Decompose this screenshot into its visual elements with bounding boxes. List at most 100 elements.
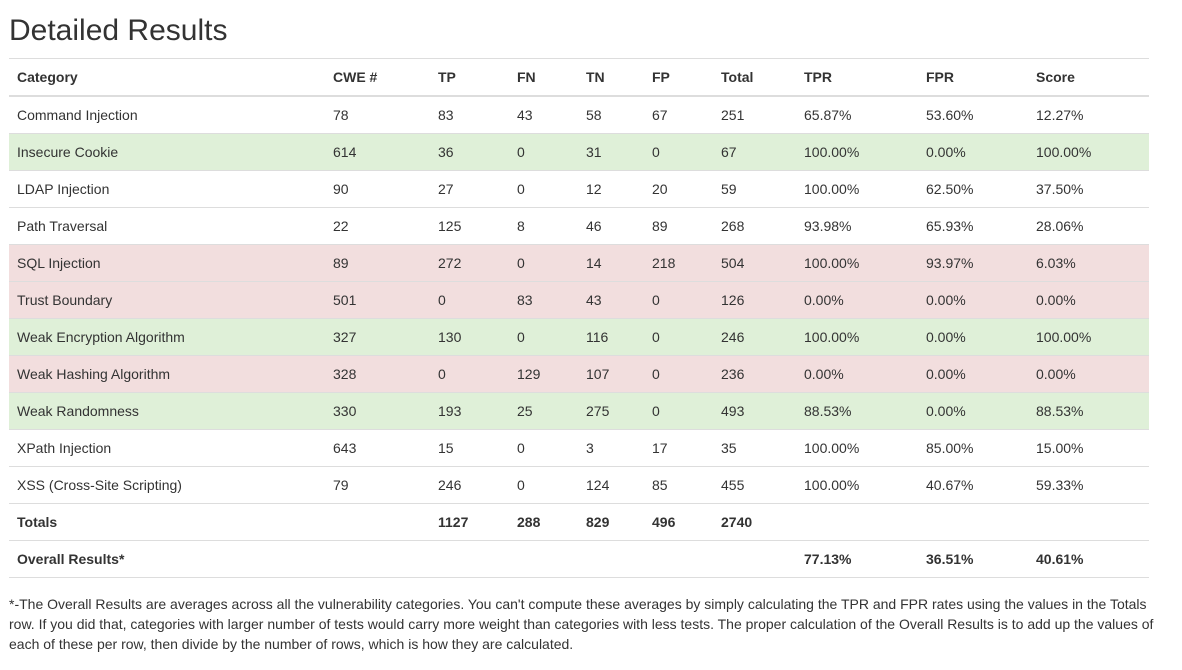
table-cell: 65.87% [796,96,918,134]
table-cell: 193 [430,392,509,430]
category-cell: Path Traversal [9,207,325,245]
table-cell: 28.06% [1028,207,1149,245]
table-cell: 0 [430,355,509,393]
table-cell: 58 [578,96,644,134]
table-row: XSS (Cross-Site Scripting) 79 246 0 124 85 455… [9,466,1149,504]
table-cell: 62.50% [918,170,1028,208]
table-cell: 14 [578,244,644,282]
table-cell: 53.60% [918,96,1028,134]
table-cell: 129 [509,355,578,393]
table-cell [796,503,918,541]
table-row: LDAP Injection 90 27 0 12 20 59 100.00% 62.50% 37… [9,170,1149,208]
table-cell: 0 [644,281,713,319]
table-cell: 85.00% [918,429,1028,467]
table-row: Trust Boundary 501 0 83 43 0 126 0.00% 0.00% 0.00… [9,281,1149,319]
table-cell: 0 [509,170,578,208]
table-cell: 107 [578,355,644,393]
table-cell: 246 [430,466,509,504]
table-cell: 89 [644,207,713,245]
results-page: Detailed Results Category CWE # TP FN TN FP To… [9,0,1153,668]
table-cell: 2740 [713,503,796,541]
table-cell: 0.00% [918,318,1028,356]
column-header: TPR [796,58,918,97]
table-cell: 90 [325,170,430,208]
page-title: Detailed Results [9,14,228,47]
table-cell [918,503,1028,541]
overall-results-row: Overall Results* 77.13% 36.51% 40.61% [9,540,1149,578]
category-cell: Weak Randomness [9,392,325,430]
table-cell: 0 [644,392,713,430]
table-body: Command Injection 78 83 43 58 67 251 65.87% 53.6… [9,96,1149,578]
table-cell: 35 [713,429,796,467]
table-cell: 0 [509,133,578,171]
table-cell: 3 [578,429,644,467]
table-cell: 36 [430,133,509,171]
column-header: TP [430,58,509,97]
table-cell: 126 [713,281,796,319]
table-cell: 8 [509,207,578,245]
table-cell: 88.53% [796,392,918,430]
table-cell: 100.00% [1028,133,1149,171]
table-cell: 31 [578,133,644,171]
table-cell: 0.00% [1028,355,1149,393]
table-cell: 0 [509,244,578,282]
table-cell: 501 [325,281,430,319]
table-cell [644,540,713,578]
table-cell: 22 [325,207,430,245]
category-cell: XPath Injection [9,429,325,467]
column-header: FP [644,58,713,97]
table-cell: 83 [509,281,578,319]
table-row: Insecure Cookie 614 36 0 31 0 67 100.00% 0.00% 10… [9,133,1149,171]
table-cell [325,540,430,578]
table-cell: 93.98% [796,207,918,245]
table-cell: 12 [578,170,644,208]
table-cell [1028,503,1149,541]
table-cell: 327 [325,318,430,356]
table-cell: 67 [713,133,796,171]
table-cell: 272 [430,244,509,282]
table-cell: 100.00% [796,244,918,282]
table-cell [578,540,644,578]
table-cell: 0.00% [918,392,1028,430]
table-cell: 829 [578,503,644,541]
table-cell: 59 [713,170,796,208]
category-cell: SQL Injection [9,244,325,282]
category-cell: LDAP Injection [9,170,325,208]
table-cell: 43 [578,281,644,319]
table-row: Weak Hashing Algorithm 328 0 129 107 0 236 0.00… [9,355,1149,393]
totals-row-label: Totals [9,503,325,541]
table-cell: 17 [644,429,713,467]
table-cell: 100.00% [796,318,918,356]
table-cell: 275 [578,392,644,430]
table-cell: 455 [713,466,796,504]
table-cell: 100.00% [796,429,918,467]
table-cell: 0 [430,281,509,319]
column-header: FN [509,58,578,97]
category-cell: Trust Boundary [9,281,325,319]
table-cell: 89 [325,244,430,282]
table-cell: 37.50% [1028,170,1149,208]
table-cell: 77.13% [796,540,918,578]
table-cell: 116 [578,318,644,356]
table-cell: 100.00% [796,133,918,171]
results-table: Category CWE # TP FN TN FP Total TPR FPR Score Co… [9,58,1149,578]
table-cell: 79 [325,466,430,504]
totals-row: Totals 1127 288 829 496 2740 [9,503,1149,541]
table-cell: 0 [644,355,713,393]
table-cell: 0.00% [918,133,1028,171]
table-cell: 246 [713,318,796,356]
footnote: *-The Overall Results are averages acros… [9,596,1154,652]
table-cell: 12.27% [1028,96,1149,134]
table-cell: 25 [509,392,578,430]
table-cell: 100.00% [1028,318,1149,356]
table-cell: 218 [644,244,713,282]
table-cell: 6.03% [1028,244,1149,282]
table-cell: 15 [430,429,509,467]
table-cell: 88.53% [1028,392,1149,430]
table-cell: 125 [430,207,509,245]
table-row: Weak Randomness 330 193 25 275 0 493 88.53% 0.00… [9,392,1149,430]
table-cell: 493 [713,392,796,430]
table-cell: 330 [325,392,430,430]
table-cell: 46 [578,207,644,245]
table-cell: 65.93% [918,207,1028,245]
